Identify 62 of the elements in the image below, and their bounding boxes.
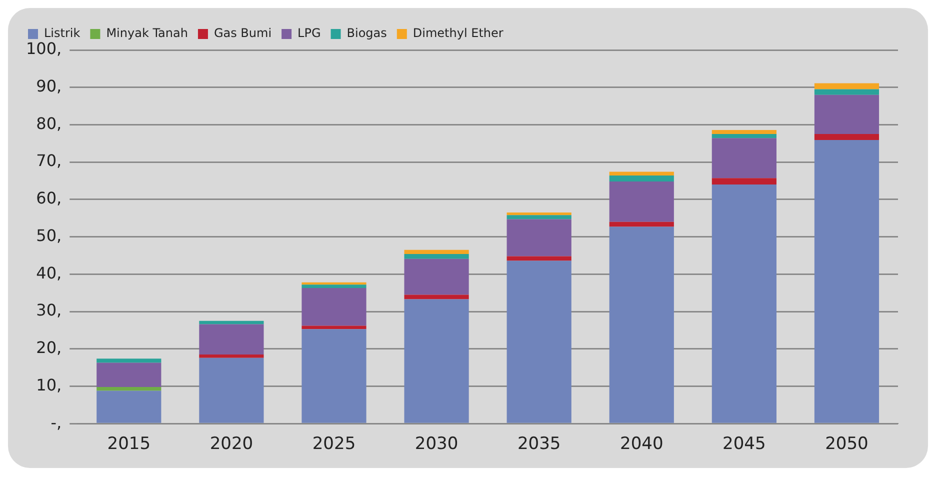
bar xyxy=(96,390,162,423)
bar xyxy=(302,326,366,330)
bar xyxy=(609,222,674,227)
bar xyxy=(814,140,880,423)
x-tick-label: 2015 xyxy=(107,434,151,454)
bar xyxy=(302,329,366,423)
bar xyxy=(814,89,880,95)
bar xyxy=(96,362,162,387)
bar xyxy=(712,130,776,134)
x-tick-label: 2030 xyxy=(414,434,458,454)
legend-label: Gas Bumi xyxy=(214,26,272,40)
bar xyxy=(302,288,366,326)
bar xyxy=(609,176,674,182)
bar xyxy=(199,358,264,423)
bar xyxy=(404,294,469,300)
bar xyxy=(302,282,366,285)
bar xyxy=(814,94,880,134)
bar xyxy=(712,138,776,178)
y-tick-label: 20, xyxy=(36,338,62,358)
bar xyxy=(712,184,776,423)
bar xyxy=(404,299,469,423)
legend-label: Listrik xyxy=(44,26,80,40)
bar xyxy=(506,215,572,220)
bar xyxy=(404,258,469,295)
bar xyxy=(404,254,469,259)
x-tick-label: 2020 xyxy=(210,434,254,454)
bar xyxy=(814,83,880,90)
bar xyxy=(404,250,469,254)
legend-label: Biogas xyxy=(346,26,387,40)
bar xyxy=(609,226,674,423)
x-tick-label: 2045 xyxy=(722,434,766,454)
y-tick-label: 10, xyxy=(36,375,62,394)
y-tick-label: 80, xyxy=(36,114,62,133)
legend-label: LPG xyxy=(298,26,321,40)
y-tick-label: 90, xyxy=(36,76,62,96)
bar xyxy=(199,324,264,354)
y-tick-label: 100, xyxy=(26,39,62,58)
bar xyxy=(506,219,572,256)
y-tick-label: -, xyxy=(50,412,62,432)
bar xyxy=(814,134,880,140)
bar xyxy=(96,386,162,391)
x-tick-label: 2025 xyxy=(312,434,356,454)
x-tick-label: 2035 xyxy=(517,434,561,454)
legend-label: Dimethyl Ether xyxy=(412,26,504,40)
bar xyxy=(609,172,674,176)
bar xyxy=(609,182,674,222)
bar xyxy=(96,358,162,363)
y-tick-label: 50, xyxy=(36,226,62,245)
legend-label: Minyak Tanah xyxy=(106,26,188,40)
y-tick-label: 60, xyxy=(36,188,62,208)
bar xyxy=(712,178,776,184)
bar xyxy=(506,260,572,423)
bar xyxy=(712,134,776,138)
bar xyxy=(506,212,572,216)
bar xyxy=(302,284,366,288)
bar xyxy=(506,256,572,261)
x-tick-label: 2050 xyxy=(825,434,868,454)
bar xyxy=(199,354,264,358)
y-tick-label: 40, xyxy=(36,263,62,282)
y-tick-label: 70, xyxy=(36,151,62,170)
x-tick-label: 2040 xyxy=(620,434,664,454)
y-tick-label: 30, xyxy=(36,300,62,320)
